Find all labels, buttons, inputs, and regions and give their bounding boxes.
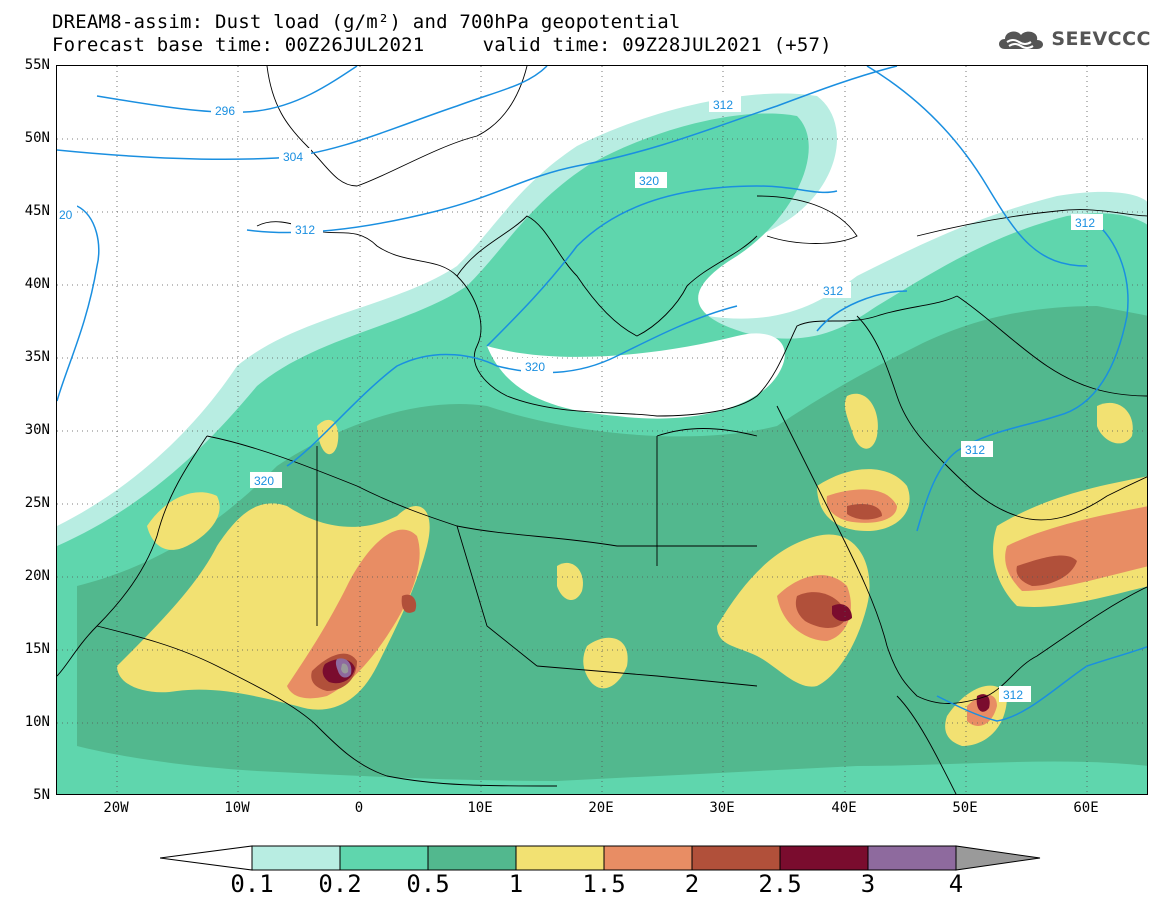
map-panel: 296 304 312 320 320 312 312 312 312 312 … — [56, 65, 1148, 795]
lat-label: 30N — [24, 422, 50, 438]
lat-label: 45N — [24, 203, 50, 219]
colorbar-tick-label: 0.2 — [318, 870, 362, 898]
colorbar-segment — [779, 845, 869, 871]
colorbar-tick-label: 0.1 — [230, 870, 274, 898]
contour-label: 296 — [215, 104, 235, 118]
lon-label: 10E — [467, 800, 493, 816]
lon-label: 50E — [952, 800, 978, 816]
lat-label: 10N — [24, 714, 50, 730]
contour-label: 312 — [713, 98, 733, 112]
lat-label: 35N — [24, 349, 50, 365]
dust-fields — [57, 93, 1147, 794]
lon-label: 10W — [224, 800, 250, 816]
contour-label: 320 — [639, 174, 659, 188]
colorbar-segment — [867, 845, 957, 871]
colorbar-tick-label: 2 — [684, 870, 700, 898]
seevccc-logo: SEEVCCC — [995, 26, 1151, 52]
colorbar-tick-label: 3 — [860, 870, 876, 898]
contour-label: 312 — [1003, 688, 1023, 702]
lon-label: 40E — [831, 800, 857, 816]
lon-label: 0 — [354, 800, 364, 816]
colorbar-segment — [339, 845, 429, 871]
colorbar-segment — [515, 845, 605, 871]
lat-label: 55N — [24, 57, 50, 73]
graticule — [57, 66, 1147, 794]
colorbar-tick-label: 4 — [948, 870, 964, 898]
lon-label: 60E — [1073, 800, 1099, 816]
contour-label: 320 — [254, 474, 274, 488]
contour-label: 312 — [823, 284, 843, 298]
lon-label: 20E — [588, 800, 614, 816]
map-title: DREAM8-assim: Dust load (g/m²) and 700hP… — [52, 11, 681, 33]
colorbar-tick-label: 1.5 — [582, 870, 626, 898]
colorbar-segment — [955, 845, 1041, 871]
lat-label: 25N — [24, 495, 50, 511]
lon-label: 30E — [709, 800, 735, 816]
lat-label: 15N — [24, 641, 50, 657]
contour-label: 20 — [59, 208, 73, 222]
lat-label: 40N — [24, 276, 50, 292]
contour-label: 312 — [965, 443, 985, 457]
dust-map: 296 304 312 320 320 312 312 312 312 312 … — [57, 66, 1147, 794]
contour-label: 312 — [1075, 216, 1095, 230]
lat-label: 50N — [24, 130, 50, 146]
contour-label: 304 — [283, 150, 303, 164]
colorbar-tick-label: 1 — [508, 870, 524, 898]
colorbar-segment — [160, 845, 253, 871]
contour-label: 320 — [525, 360, 545, 374]
lat-label: 5N — [33, 787, 50, 803]
colorbar-segment — [603, 845, 693, 871]
geopotential-contours — [57, 66, 1147, 722]
lon-label: 20W — [103, 800, 129, 816]
coastlines — [57, 66, 1147, 794]
colorbar-tick-label: 2.5 — [758, 870, 802, 898]
contour-label-group: 296 304 312 320 320 312 312 312 312 312 … — [57, 96, 1103, 702]
lat-label: 20N — [24, 568, 50, 584]
colorbar-tick-label: 0.5 — [406, 870, 450, 898]
logo-text: SEEVCCC — [1051, 28, 1151, 50]
colorbar-segment — [251, 845, 341, 871]
contour-label: 312 — [295, 223, 315, 237]
colorbar-segment — [427, 845, 517, 871]
colorbar-segment — [691, 845, 781, 871]
cloud-icon — [999, 31, 1044, 49]
forecast-time-line: Forecast base time: 00Z26JUL2021 valid t… — [52, 34, 832, 56]
colorbar — [160, 845, 1041, 871]
